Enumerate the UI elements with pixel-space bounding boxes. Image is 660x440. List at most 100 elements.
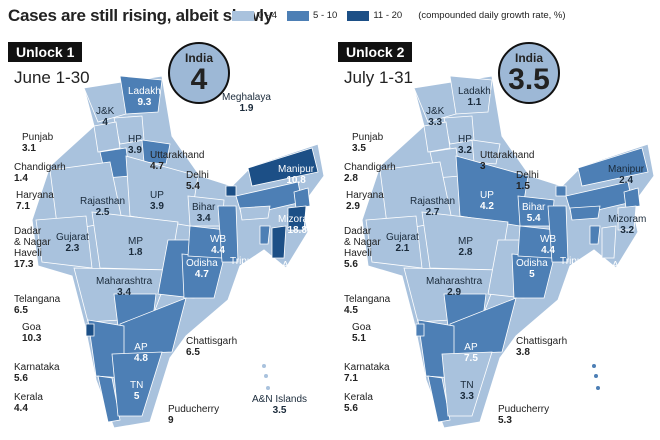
state-name: Gujarat xyxy=(56,232,89,243)
state-label-uttarakhand: Uttarakhand 3 xyxy=(480,150,534,172)
region-sikkim xyxy=(225,185,237,197)
state-value: 4.4 xyxy=(14,403,28,414)
state-label-bihar: Bihar 5.4 xyxy=(522,202,545,224)
state-name: Telangana xyxy=(14,294,61,305)
state-name: Delhi xyxy=(186,170,209,181)
state-name: Maharashtra xyxy=(426,276,483,287)
region-kerala xyxy=(97,375,121,423)
state-label-chhattisgarh: Chattisgarh 6.5 xyxy=(186,336,237,358)
state-value: 4.7 xyxy=(194,269,209,280)
region-wb xyxy=(217,205,239,263)
state-value: 5.2 xyxy=(240,315,255,326)
state-value: 3.9 xyxy=(128,145,142,156)
state-value: 5.1 xyxy=(352,333,366,344)
state-label-arunachal: Arunachal Pradesh 14.2 xyxy=(242,42,287,75)
state-value: 4.9 xyxy=(570,315,585,326)
state-label-kerala: Kerala 4.4 xyxy=(14,392,43,414)
state-label-assam: Assam 6.7 xyxy=(282,260,313,282)
state-label-dnh: Dadar & Nagar Haveli 17.3 xyxy=(14,226,51,270)
state-name: Mizoram xyxy=(278,214,317,225)
legend-item-low: 0 - 4 xyxy=(232,10,277,21)
state-name: Arunachal Pradesh xyxy=(572,42,618,64)
state-label-uttarakhand: Uttarakhand 4.7 xyxy=(150,150,204,172)
state-label-delhi: Delhi 5.4 xyxy=(186,170,209,192)
india-value: 3.5 xyxy=(508,63,550,96)
state-label-puducherry: Puducherry 9 xyxy=(168,404,219,426)
state-label-tn: TN 5 xyxy=(130,380,143,402)
region-uttarakhand xyxy=(141,139,171,165)
state-name: Assam xyxy=(612,260,643,271)
region-uttarakhand xyxy=(471,139,501,165)
state-value: 5.4 xyxy=(526,213,541,224)
state-value: 3.3 xyxy=(428,117,443,128)
state-value: 7.1 xyxy=(344,373,358,384)
state-value: 2.1 xyxy=(395,243,410,254)
state-name: Haryana xyxy=(346,190,384,201)
region-sikkim xyxy=(555,185,567,197)
state-label-chandigarh: Chandigarh 1.4 xyxy=(14,162,66,184)
region-tripura xyxy=(259,225,271,245)
state-value: 4.4 xyxy=(541,245,555,256)
state-name: Puducherry xyxy=(168,404,220,415)
state-value: 4.5 xyxy=(344,305,358,316)
state-name: Punjab xyxy=(22,132,54,143)
state-name: Haryana xyxy=(16,190,54,201)
island-dot xyxy=(596,386,600,390)
state-name: Karnataka xyxy=(14,362,60,373)
state-value: 10.8 xyxy=(286,175,306,186)
state-label-odisha: Odisha 5 xyxy=(516,258,548,280)
state-value: 3.5 xyxy=(272,405,287,416)
state-value: 5.6 xyxy=(344,403,358,414)
state-label-karnataka: Karnataka 7.1 xyxy=(344,362,390,384)
state-name: Tripura xyxy=(560,256,592,267)
state-value: 6.5 xyxy=(186,347,200,358)
state-value: 9 xyxy=(168,415,174,426)
unlock-tag: Unlock 2 xyxy=(338,42,413,62)
state-name: WB xyxy=(210,234,227,245)
state-label-tripura: Tripura 5.8 xyxy=(230,256,261,278)
state-label-jk: J&K 4 xyxy=(96,106,114,128)
state-value: 4.4 xyxy=(211,245,225,256)
legend-label-high: 11 - 20 xyxy=(373,10,403,21)
state-value: 2.3 xyxy=(65,243,80,254)
state-name: Sikkim xyxy=(528,116,558,127)
state-name: UP xyxy=(480,190,494,201)
state-name: Mizoram xyxy=(608,214,647,225)
state-value: 3.8 xyxy=(516,347,530,358)
state-value: 6.5 xyxy=(14,305,28,316)
state-name: Assam xyxy=(282,260,313,271)
state-name: MP xyxy=(128,236,143,247)
island-dot xyxy=(592,364,596,368)
state-label-jharkhand: Jharkhand 5.2 xyxy=(224,304,271,326)
state-value: 5.3 xyxy=(498,415,512,426)
state-name: Ladakh xyxy=(458,86,491,97)
state-label-wb: WB 4.4 xyxy=(540,234,556,256)
state-value: 1.1 xyxy=(467,97,482,108)
state-value: 3.4 xyxy=(117,287,132,298)
region-wb xyxy=(547,205,569,263)
state-value: 4.7 xyxy=(150,161,164,172)
state-label-kerala: Kerala 5.6 xyxy=(344,392,373,414)
state-value: 9 xyxy=(294,103,301,114)
state-name: WB xyxy=(540,234,557,245)
state-name: A&N Islands xyxy=(252,394,308,405)
state-label-assam: Assam 5.3 xyxy=(612,260,643,282)
state-value: 2.8 xyxy=(458,247,473,258)
state-name: Ladakh xyxy=(128,86,161,97)
state-value: 4 xyxy=(102,117,108,128)
region-punjab xyxy=(423,121,451,153)
state-value: 3.4 xyxy=(196,213,211,224)
state-name: J&K xyxy=(96,106,115,117)
state-label-nagaland: Nagaland 4.2 xyxy=(606,92,649,114)
state-label-chhattisgarh: Chattisgarh 3.8 xyxy=(516,336,567,358)
state-label-dnh: Dadar & Nagar Haveli 5.6 xyxy=(344,226,381,270)
state-value: 5 xyxy=(133,391,140,402)
state-value: 2.5 xyxy=(95,207,110,218)
state-name: Tripura xyxy=(230,256,262,267)
state-name: Goa xyxy=(352,322,371,333)
state-label-wb: WB 4.4 xyxy=(210,234,226,256)
region-meghalaya xyxy=(569,205,601,221)
state-name: Delhi xyxy=(516,170,539,181)
state-label-gujarat: Gujarat 2.3 xyxy=(56,232,89,254)
state-name: HP xyxy=(128,134,142,145)
